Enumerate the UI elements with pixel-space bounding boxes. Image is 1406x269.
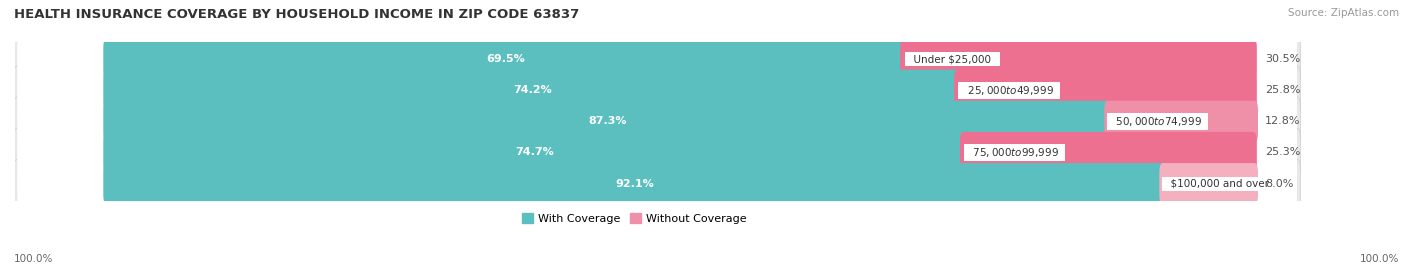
FancyBboxPatch shape xyxy=(14,128,1301,177)
Text: 8.0%: 8.0% xyxy=(1265,179,1294,189)
Text: 69.5%: 69.5% xyxy=(486,54,524,64)
FancyBboxPatch shape xyxy=(1160,163,1258,204)
FancyBboxPatch shape xyxy=(14,66,1301,115)
Text: $100,000 and over: $100,000 and over xyxy=(1164,179,1275,189)
Text: $50,000 to $74,999: $50,000 to $74,999 xyxy=(1109,115,1206,128)
Text: 25.8%: 25.8% xyxy=(1265,85,1301,95)
FancyBboxPatch shape xyxy=(17,101,1296,141)
FancyBboxPatch shape xyxy=(14,35,1301,83)
Text: 87.3%: 87.3% xyxy=(588,116,627,126)
FancyBboxPatch shape xyxy=(17,133,1296,172)
Text: 92.1%: 92.1% xyxy=(616,179,654,189)
Text: 100.0%: 100.0% xyxy=(14,254,53,264)
FancyBboxPatch shape xyxy=(103,70,960,111)
Text: $75,000 to $99,999: $75,000 to $99,999 xyxy=(966,146,1063,159)
FancyBboxPatch shape xyxy=(1104,101,1258,142)
Legend: With Coverage, Without Coverage: With Coverage, Without Coverage xyxy=(522,213,747,224)
FancyBboxPatch shape xyxy=(960,132,1257,173)
Text: 30.5%: 30.5% xyxy=(1265,54,1301,64)
Text: Source: ZipAtlas.com: Source: ZipAtlas.com xyxy=(1288,8,1399,18)
FancyBboxPatch shape xyxy=(103,132,967,173)
FancyBboxPatch shape xyxy=(17,39,1296,79)
FancyBboxPatch shape xyxy=(17,70,1296,110)
Text: 12.8%: 12.8% xyxy=(1265,116,1301,126)
Text: Under $25,000: Under $25,000 xyxy=(907,54,998,64)
Text: 25.3%: 25.3% xyxy=(1265,147,1301,157)
Text: $25,000 to $49,999: $25,000 to $49,999 xyxy=(960,84,1057,97)
FancyBboxPatch shape xyxy=(103,163,1166,204)
Text: 100.0%: 100.0% xyxy=(1360,254,1399,264)
Text: HEALTH INSURANCE COVERAGE BY HOUSEHOLD INCOME IN ZIP CODE 63837: HEALTH INSURANCE COVERAGE BY HOUSEHOLD I… xyxy=(14,8,579,21)
FancyBboxPatch shape xyxy=(14,97,1301,146)
FancyBboxPatch shape xyxy=(103,101,1111,142)
FancyBboxPatch shape xyxy=(14,159,1301,208)
FancyBboxPatch shape xyxy=(955,70,1257,111)
FancyBboxPatch shape xyxy=(103,38,907,80)
FancyBboxPatch shape xyxy=(900,38,1257,80)
Text: 74.2%: 74.2% xyxy=(513,85,551,95)
FancyBboxPatch shape xyxy=(17,164,1296,204)
Text: 74.7%: 74.7% xyxy=(516,147,554,157)
